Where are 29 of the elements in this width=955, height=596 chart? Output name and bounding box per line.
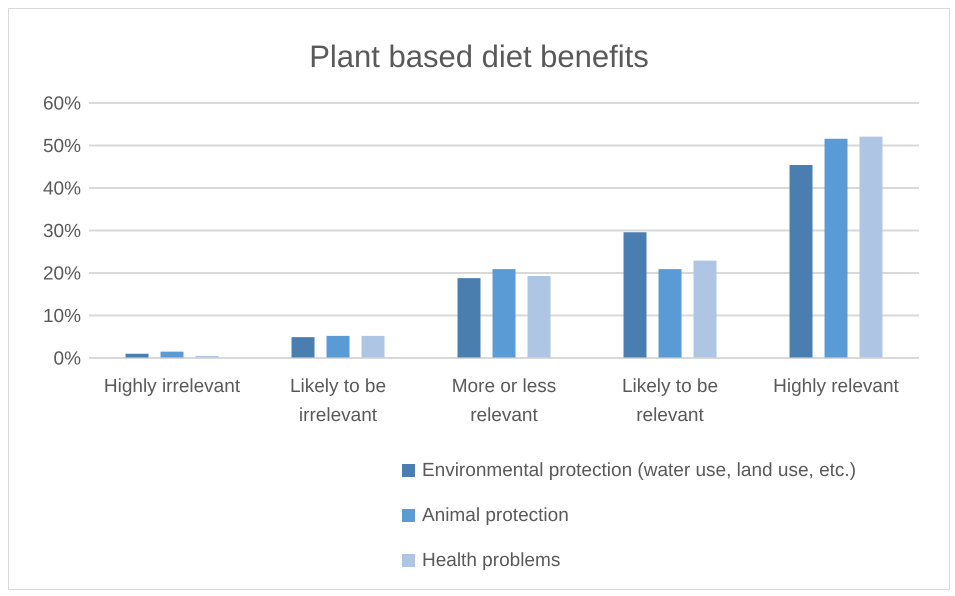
bar (528, 276, 551, 358)
bar (860, 136, 883, 358)
bar (658, 269, 682, 358)
legend-label: Animal protection (422, 504, 569, 528)
x-tick-label: Likely to be irrelevant (290, 376, 386, 426)
bar (458, 278, 481, 358)
y-tick-label: 10% (42, 306, 82, 328)
y-tick-label: 60% (42, 94, 82, 115)
bar (292, 337, 315, 358)
y-tick-label: 50% (42, 136, 82, 158)
bar (160, 352, 184, 358)
y-tick-label: 40% (42, 178, 82, 200)
x-tick-label: Highly relevant (773, 376, 900, 397)
bar (824, 138, 848, 358)
bar (362, 336, 385, 358)
y-tick-label: 0% (54, 348, 82, 370)
chart-title: Plant based diet benefits (308, 38, 650, 76)
legend-label: Health problems (422, 548, 560, 572)
bar (790, 165, 813, 358)
bar (492, 269, 516, 358)
bar (326, 336, 350, 358)
bar (694, 260, 717, 358)
x-tick-label: More or less relevant (452, 376, 556, 426)
y-tick-label: 20% (42, 264, 82, 285)
x-tick-label: Highly irrelevant (104, 376, 241, 397)
legend-label: Environmental protection (water use, land use, etc.) (422, 458, 856, 482)
y-tick-label: 30% (42, 221, 82, 242)
x-tick-label: Likely to be relevant (622, 376, 718, 426)
bar (624, 232, 647, 358)
